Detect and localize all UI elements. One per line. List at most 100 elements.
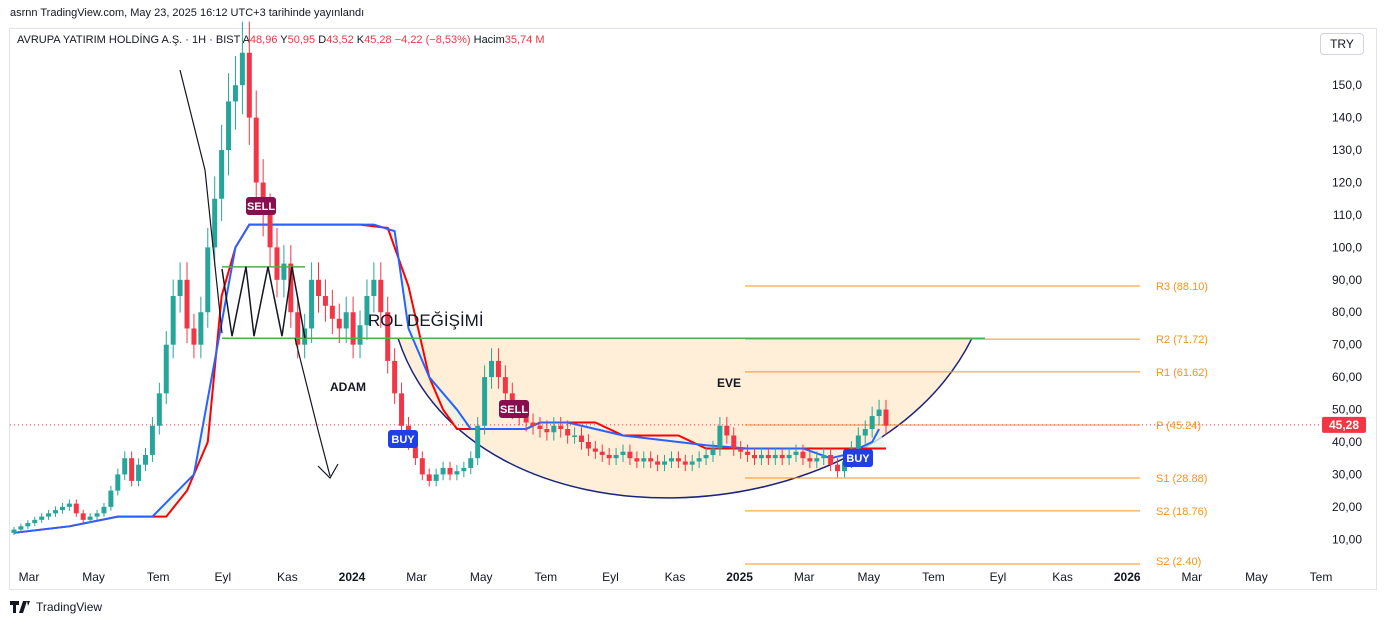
footer-brand: TradingView: [36, 600, 103, 614]
x-tick-label: May: [470, 570, 493, 584]
symbol-name[interactable]: AVRUPA YATIRIM HOLDİNG A.Ş. · 1H · BIST: [17, 34, 241, 46]
candle-body: [447, 467, 453, 475]
candle-body: [544, 429, 550, 433]
candle-body: [343, 312, 349, 329]
candle-body: [239, 52, 245, 86]
candle-body: [142, 454, 148, 465]
candle-body: [226, 101, 232, 151]
x-tick-label: Mar: [406, 570, 427, 584]
candle-body: [80, 513, 86, 520]
candle-body: [523, 416, 529, 423]
x-tick-label: 2026: [1114, 570, 1141, 584]
x-tick-label: Tem: [1310, 570, 1333, 584]
volume-label: Hacim: [473, 34, 505, 46]
candle-body: [468, 458, 474, 468]
signal-label: SELL: [500, 404, 528, 416]
candle-body: [350, 312, 356, 345]
annotation-adam: ADAM: [330, 380, 366, 394]
volume-value: 35,74 M: [504, 34, 545, 46]
candle-body: [855, 435, 861, 449]
candle-body: [426, 474, 432, 481]
trend-arrow-1: [179, 69, 223, 334]
candle-body: [703, 454, 709, 459]
neckline-label: ROL DEĞİŞİMİ: [368, 311, 484, 330]
candle-body: [613, 454, 619, 459]
candle-body: [869, 416, 875, 430]
candle-body: [578, 435, 584, 442]
candle-body: [11, 529, 17, 533]
candle-body: [246, 52, 252, 118]
y-tick-label: 30,00: [1332, 467, 1362, 481]
candle-body: [592, 448, 598, 452]
candle-body: [461, 467, 467, 472]
currency-button[interactable]: TRY: [1320, 33, 1364, 55]
x-tick-label: Kas: [277, 570, 298, 584]
pivot-label: P (45.24): [1156, 420, 1201, 432]
candle-body: [73, 503, 79, 514]
high-value: 50,95: [287, 34, 316, 46]
y-tick-label: 100,0: [1332, 240, 1362, 254]
y-tick-label: 140,0: [1332, 111, 1362, 125]
signal-label: BUY: [846, 453, 870, 465]
candle-body: [641, 458, 647, 462]
pivot-label: R3 (88.10): [1156, 281, 1208, 293]
last-price-label: 45,28: [1329, 418, 1359, 432]
candle-body: [668, 458, 674, 462]
candle-body: [357, 325, 363, 345]
candle-body: [399, 393, 405, 426]
candle-body: [807, 458, 813, 462]
candle-body: [662, 461, 668, 465]
candle-body: [108, 490, 114, 507]
x-tick-label: Kas: [665, 570, 686, 584]
candle-body: [565, 429, 571, 436]
high-label: Y: [280, 34, 288, 46]
candle-body: [364, 296, 370, 326]
candles: [11, 21, 889, 536]
candle-body: [392, 360, 398, 394]
candle-body: [25, 523, 31, 527]
y-tick-label: 70,00: [1332, 338, 1362, 352]
arrow-head-icon: [317, 463, 339, 479]
y-tick-label: 130,0: [1332, 143, 1362, 157]
symbol-legend: AVRUPA YATIRIM HOLDİNG A.Ş. · 1H · BIST …: [17, 34, 545, 46]
candle-body: [482, 377, 488, 426]
candle-body: [136, 464, 142, 481]
candle-body: [682, 461, 688, 465]
candle-body: [835, 464, 841, 472]
x-tick-label: Kas: [1052, 570, 1073, 584]
candle-body: [745, 451, 751, 455]
x-tick-label: May: [82, 570, 105, 584]
candle-body: [876, 409, 882, 417]
published-caption: asrnn TradingView.com, May 23, 2025 16:1…: [10, 7, 365, 19]
pivot-label: R1 (61.62): [1156, 367, 1208, 379]
candle-body: [634, 458, 640, 462]
candle-body: [281, 263, 287, 280]
x-tick-label: Eyl: [214, 570, 231, 584]
candle-body: [371, 279, 377, 297]
candle-body: [274, 247, 280, 280]
x-tick-label: Tem: [922, 570, 945, 584]
candle-body: [191, 328, 197, 345]
candle-body: [551, 425, 557, 433]
candle-body: [378, 279, 384, 313]
candle-body: [585, 441, 591, 449]
x-tick-label: Eyl: [602, 570, 619, 584]
candle-body: [675, 458, 681, 462]
candle-body: [170, 296, 176, 345]
signal-label: SELL: [247, 201, 275, 213]
candle-body: [696, 458, 702, 462]
last-price-tag: [1322, 416, 1366, 433]
signal-label: BUY: [391, 434, 415, 446]
candle-body: [800, 451, 806, 459]
annotation-eve: EVE: [717, 376, 741, 390]
candle-body: [309, 279, 315, 329]
candle-body: [329, 305, 335, 319]
candle-body: [752, 454, 758, 459]
candle-body: [53, 510, 59, 514]
y-tick-label: 60,00: [1332, 370, 1362, 384]
candle-body: [489, 360, 495, 378]
x-tick-label: Tem: [534, 570, 557, 584]
candle-body: [814, 458, 820, 462]
price-chart[interactable]: R3 (88.10) R2 (71.72) R1 (61.62) P (45.24) S…: [0, 0, 1386, 590]
candle-body: [627, 451, 633, 459]
